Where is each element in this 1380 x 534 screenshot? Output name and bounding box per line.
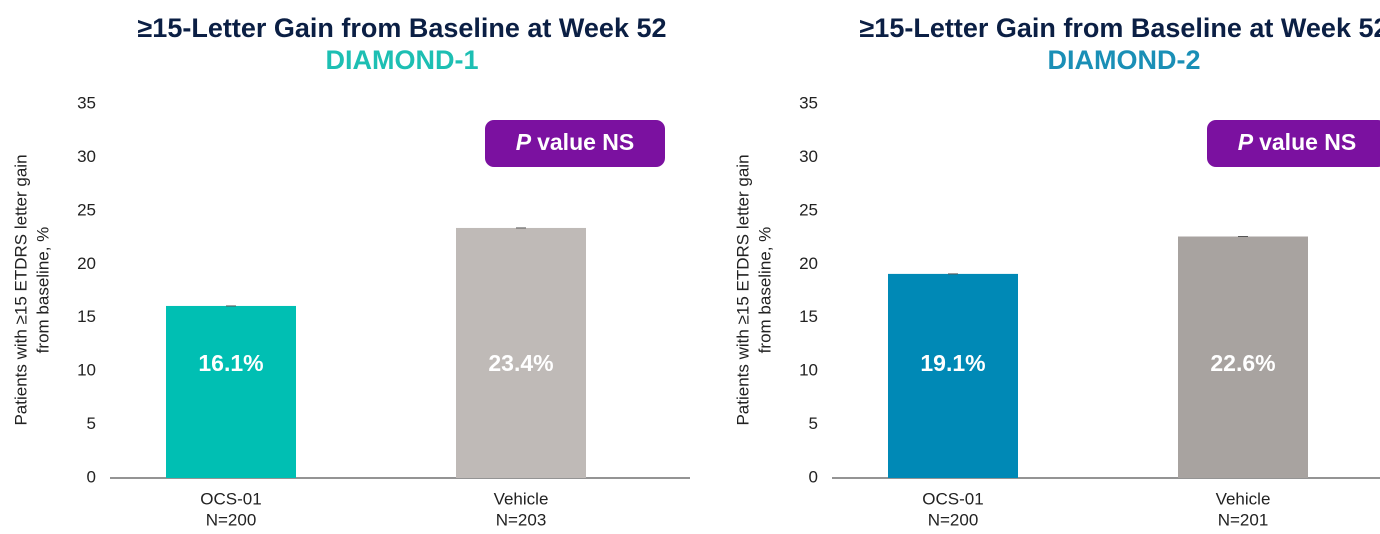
annotation-italic: P — [1238, 129, 1254, 155]
y-tick-label: 10 — [77, 361, 96, 380]
chart-title: ≥15-Letter Gain from Baseline at Week 52 — [137, 13, 666, 43]
y-tick-label: 25 — [77, 200, 96, 219]
y-tick-label: 0 — [87, 467, 96, 486]
n-label: N=200 — [928, 510, 979, 529]
y-axis-label: Patients with ≥15 ETDRS letter gain — [11, 154, 30, 425]
value-label: 23.4% — [488, 350, 553, 376]
y-tick-label: 15 — [799, 307, 818, 326]
y-tick-label: 25 — [799, 200, 818, 219]
y-tick-label: 20 — [799, 254, 818, 273]
value-label: 19.1% — [920, 350, 985, 376]
y-tick-label: 15 — [77, 307, 96, 326]
y-tick-label: 35 — [799, 93, 818, 112]
y-tick-label: 30 — [799, 147, 818, 166]
bar — [1178, 236, 1308, 478]
y-axis-label: from baseline, % — [33, 227, 52, 354]
y-axis-label: Patients with ≥15 ETDRS letter gain — [733, 154, 752, 425]
n-label: N=201 — [1218, 510, 1269, 529]
annotation-text: value NS — [537, 129, 634, 155]
x-tick-label: OCS-01 — [922, 489, 983, 508]
chart-title: ≥15-Letter Gain from Baseline at Week 52 — [859, 13, 1380, 43]
value-label: 22.6% — [1210, 350, 1275, 376]
annotation-box — [1207, 120, 1380, 167]
x-tick-label: OCS-01 — [200, 489, 261, 508]
y-tick-label: 35 — [77, 93, 96, 112]
y-tick-label: 5 — [87, 414, 96, 433]
chart: ≥15-Letter Gain from Baseline at Week 52… — [733, 13, 1380, 529]
y-tick-label: 0 — [809, 467, 818, 486]
annotation-italic: P — [516, 129, 532, 155]
bar — [166, 305, 296, 478]
y-tick-label: 20 — [77, 254, 96, 273]
value-label: 16.1% — [198, 350, 263, 376]
bar — [888, 273, 1018, 478]
chart-subtitle: DIAMOND-2 — [1048, 45, 1201, 75]
n-label: N=200 — [206, 510, 257, 529]
y-tick-label: 30 — [77, 147, 96, 166]
annotation-box — [485, 120, 665, 167]
chart-subtitle: DIAMOND-1 — [326, 45, 479, 75]
y-tick-label: 5 — [809, 414, 818, 433]
bar — [456, 227, 586, 478]
chart: ≥15-Letter Gain from Baseline at Week 52… — [11, 13, 690, 529]
y-axis-label: from baseline, % — [755, 227, 774, 354]
y-tick-label: 10 — [799, 361, 818, 380]
x-tick-label: Vehicle — [494, 489, 549, 508]
n-label: N=203 — [496, 510, 547, 529]
annotation-text: value NS — [1259, 129, 1356, 155]
x-tick-label: Vehicle — [1216, 489, 1271, 508]
